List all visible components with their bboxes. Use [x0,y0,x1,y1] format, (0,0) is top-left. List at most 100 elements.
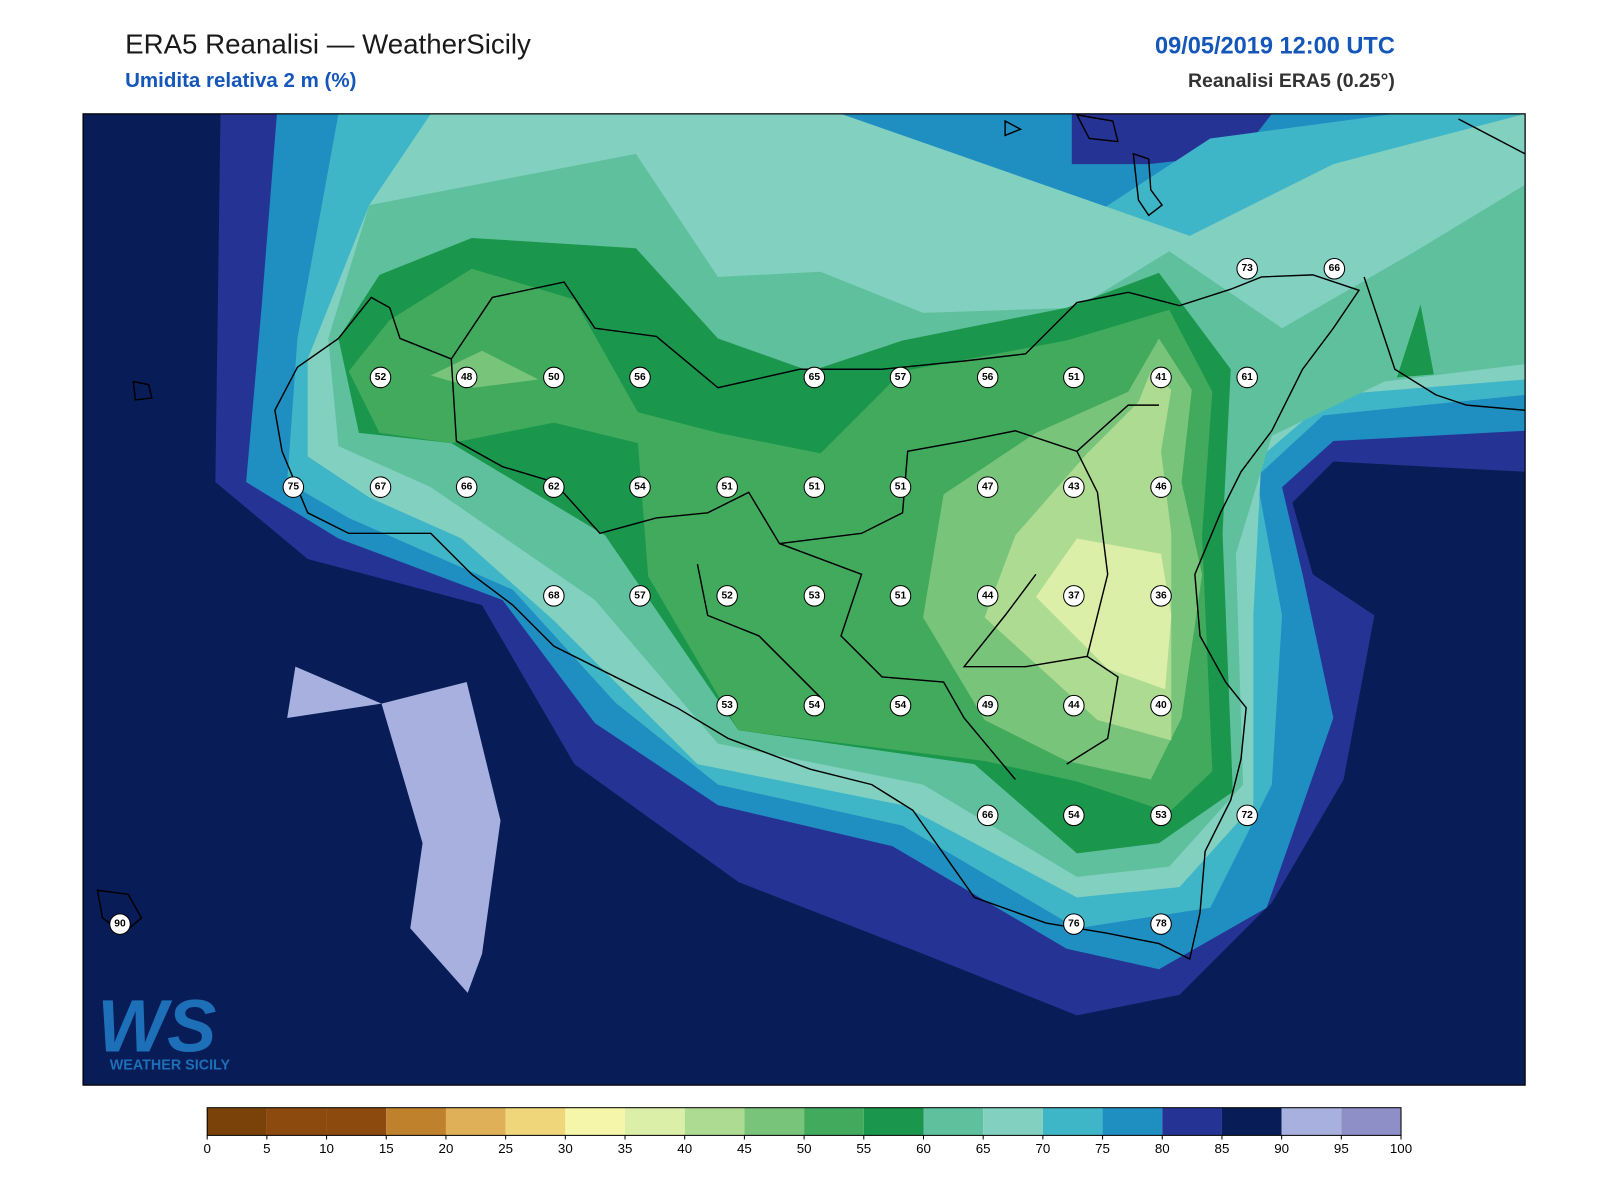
colorbar-swatch [684,1107,745,1136]
title: ERA5 Reanalisi — WeatherSicily [125,28,531,59]
station-value: 72 [1241,810,1253,821]
colorbar-swatch [1341,1107,1402,1136]
station-marker [889,694,912,717]
station-marker [716,476,738,498]
station-marker [803,694,826,717]
station-value: 51 [895,482,907,493]
colorbar-swatch [1221,1107,1282,1136]
colorbar-swatch [1102,1107,1163,1136]
station-value: 52 [721,590,733,601]
station-value: 54 [895,700,907,711]
station-value: 62 [548,482,560,493]
station-marker [803,585,826,607]
station-value: 44 [982,590,994,601]
station-value: 52 [375,372,387,383]
station-value: 53 [1155,810,1167,821]
colorbar-swatch [565,1107,626,1136]
colorbar-tick-label: 0 [203,1141,210,1156]
colorbar-tick-label: 45 [737,1141,752,1156]
station-marker [1063,804,1085,827]
station-marker [629,366,651,389]
logo-mark: WS [97,984,216,1067]
logo-text: WEATHER SICILY [110,1058,231,1074]
station-marker [1063,585,1085,607]
coastline [96,113,1526,935]
region-border [450,358,1159,780]
colorbar-tick-label: 35 [618,1141,633,1156]
colorbar-swatch [983,1107,1043,1136]
station-marker [455,366,478,389]
colorbar-tick-label: 5 [263,1141,270,1156]
station-value: 37 [1068,590,1080,601]
colorbar-swatch [863,1107,924,1136]
colorbar-tick-label: 60 [916,1141,931,1156]
station-value: 48 [461,372,473,383]
station-value: 54 [1068,810,1080,821]
station-marker [369,476,392,498]
colorbar-tick-label: 30 [558,1141,573,1156]
station-value: 40 [1155,700,1167,711]
colorbar-tick-label: 50 [797,1141,812,1156]
station-value: 51 [809,482,821,493]
colorbar-swatch [923,1107,984,1136]
station-value: 46 [1155,482,1167,493]
station-value: 66 [982,810,994,821]
station-value: 54 [809,700,821,711]
station-value: 66 [1329,263,1341,274]
station-value: 90 [114,919,126,930]
station-value: 53 [809,590,821,601]
station-marker [976,476,999,498]
station-marker [1063,476,1085,498]
colorbar-tick-label: 70 [1035,1141,1050,1156]
date: 09/05/2019 12:00 UTC [1155,32,1395,58]
colorbar-swatch [326,1107,387,1136]
station-marker [1150,694,1172,717]
colorbar-tick-label: 15 [379,1141,394,1156]
station-marker [1150,913,1172,935]
colorbar-tick-label: 95 [1334,1141,1349,1156]
colorbar-swatch [505,1107,566,1136]
station-value: 47 [982,482,994,493]
station-marker [1063,366,1085,389]
station-marker [889,366,912,389]
station-value: 50 [548,372,560,383]
station-marker [976,804,999,827]
station-marker [716,585,738,607]
source: Reanalisi ERA5 (0.25°) [1188,70,1395,92]
colorbar-swatch [266,1107,327,1136]
station-value: 56 [634,372,646,383]
station-value: 53 [721,700,733,711]
station-marker [369,366,392,389]
station-marker [976,366,999,389]
colorbar-swatch [1162,1107,1222,1136]
station-marker [1150,804,1172,827]
station-value: 57 [634,590,646,601]
subtitle: Umidita relativa 2 m (%) [125,69,356,92]
colorbar-swatch [386,1107,446,1136]
station-value: 56 [982,372,994,383]
colorbar-tick-label: 80 [1155,1141,1170,1156]
station-marker [1063,913,1085,935]
station-marker [543,476,565,498]
station-value: 41 [1155,372,1167,383]
map-area: 73 66 52 48 50 56 65 57 56 51 41 61 75 67 66 62 54 51 51 51… [83,113,1526,1086]
station-value: 51 [1068,372,1080,383]
station-value: 61 [1241,372,1253,383]
station-value: 65 [809,372,821,383]
colorbar-tick-label: 10 [319,1141,334,1156]
station-marker [1150,585,1172,607]
station-marker [1150,476,1172,498]
station-value: 51 [895,590,907,601]
colorbar-tick-label: 90 [1274,1141,1289,1156]
colorbar-swatch [625,1107,685,1136]
colorbar-tick-label: 20 [439,1141,454,1156]
station-marker [716,694,738,717]
station-value: 66 [461,482,473,493]
station-value: 78 [1155,919,1167,930]
station-marker [629,585,651,607]
station-marker [976,694,999,717]
colorbar-swatch [1042,1107,1103,1136]
station-value: 54 [634,482,646,493]
